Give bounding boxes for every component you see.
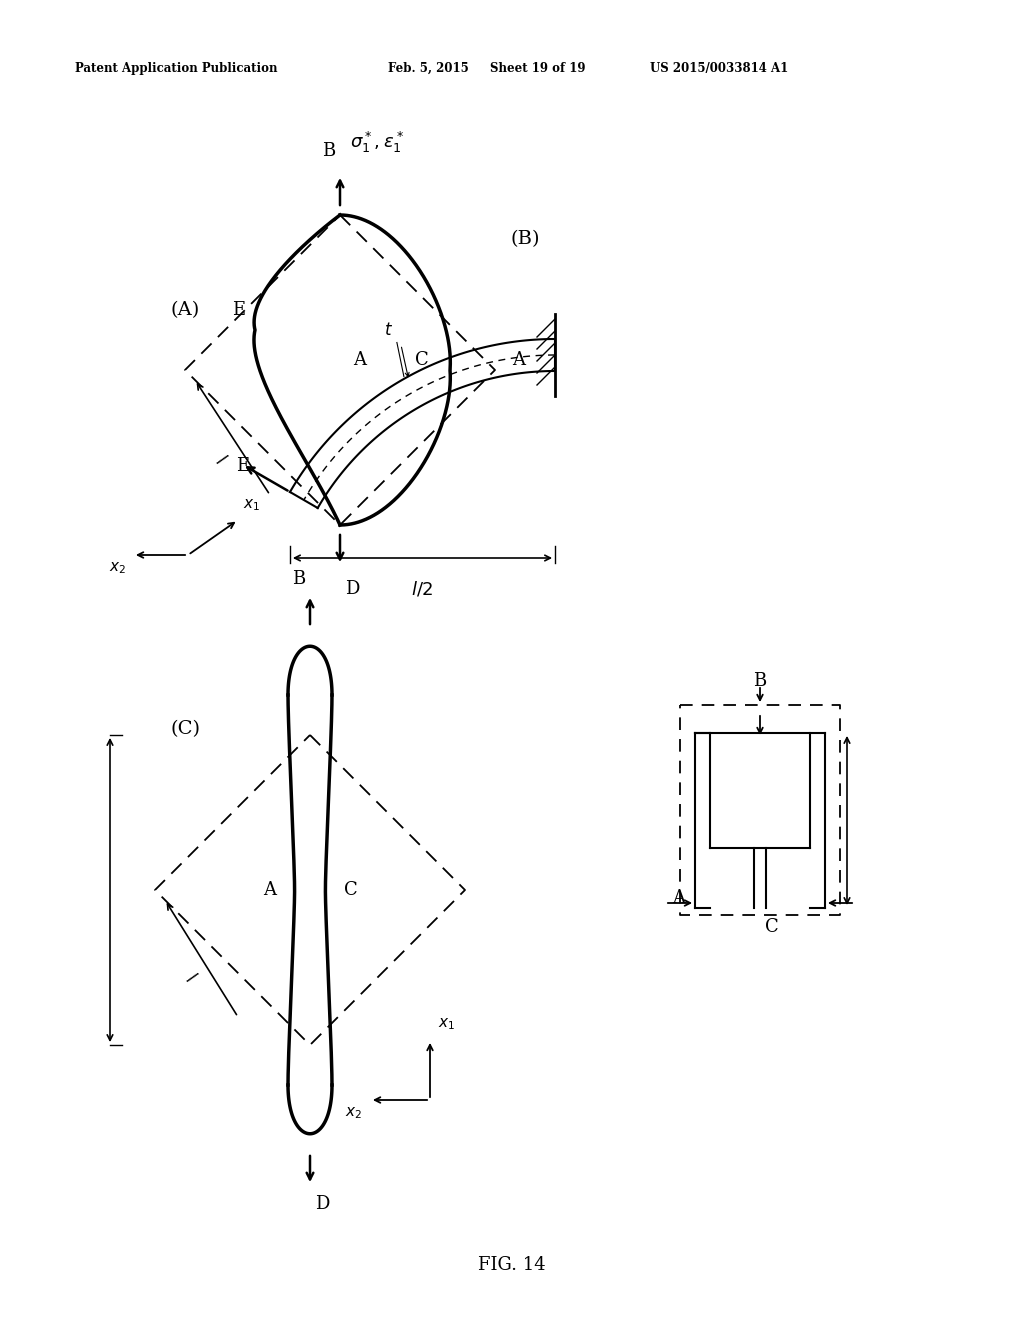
Text: $x_1$: $x_1$ xyxy=(243,498,260,513)
Text: US 2015/0033814 A1: US 2015/0033814 A1 xyxy=(650,62,788,75)
Text: A: A xyxy=(353,351,367,370)
Text: $\sigma_1^*,\varepsilon_1^*$: $\sigma_1^*,\varepsilon_1^*$ xyxy=(350,129,404,154)
Text: A: A xyxy=(512,351,525,370)
Text: C: C xyxy=(344,880,357,899)
Text: A: A xyxy=(263,880,276,899)
Text: D: D xyxy=(315,1195,330,1213)
Text: $l$: $l$ xyxy=(211,451,228,469)
Text: FIG. 14: FIG. 14 xyxy=(478,1257,546,1274)
Text: C: C xyxy=(415,351,429,370)
Text: E: E xyxy=(231,301,245,319)
Text: $x_2$: $x_2$ xyxy=(345,1105,362,1121)
Text: Feb. 5, 2015: Feb. 5, 2015 xyxy=(388,62,469,75)
Text: D: D xyxy=(345,579,359,598)
Text: B: B xyxy=(292,570,305,587)
Text: $t$: $t$ xyxy=(384,322,393,339)
Text: E: E xyxy=(237,457,250,475)
Text: (C): (C) xyxy=(170,719,200,738)
Text: A: A xyxy=(672,888,685,907)
Text: $l/2$: $l/2$ xyxy=(412,579,433,599)
Text: (B): (B) xyxy=(510,230,540,248)
Text: B: B xyxy=(322,143,335,160)
Text: $l$: $l$ xyxy=(181,969,199,986)
Text: C: C xyxy=(765,917,778,936)
Text: Patent Application Publication: Patent Application Publication xyxy=(75,62,278,75)
Text: (A): (A) xyxy=(170,301,200,319)
Text: $x_1$: $x_1$ xyxy=(438,1016,455,1032)
Text: Sheet 19 of 19: Sheet 19 of 19 xyxy=(490,62,586,75)
Text: B: B xyxy=(754,672,767,690)
Text: $x_2$: $x_2$ xyxy=(109,560,126,576)
